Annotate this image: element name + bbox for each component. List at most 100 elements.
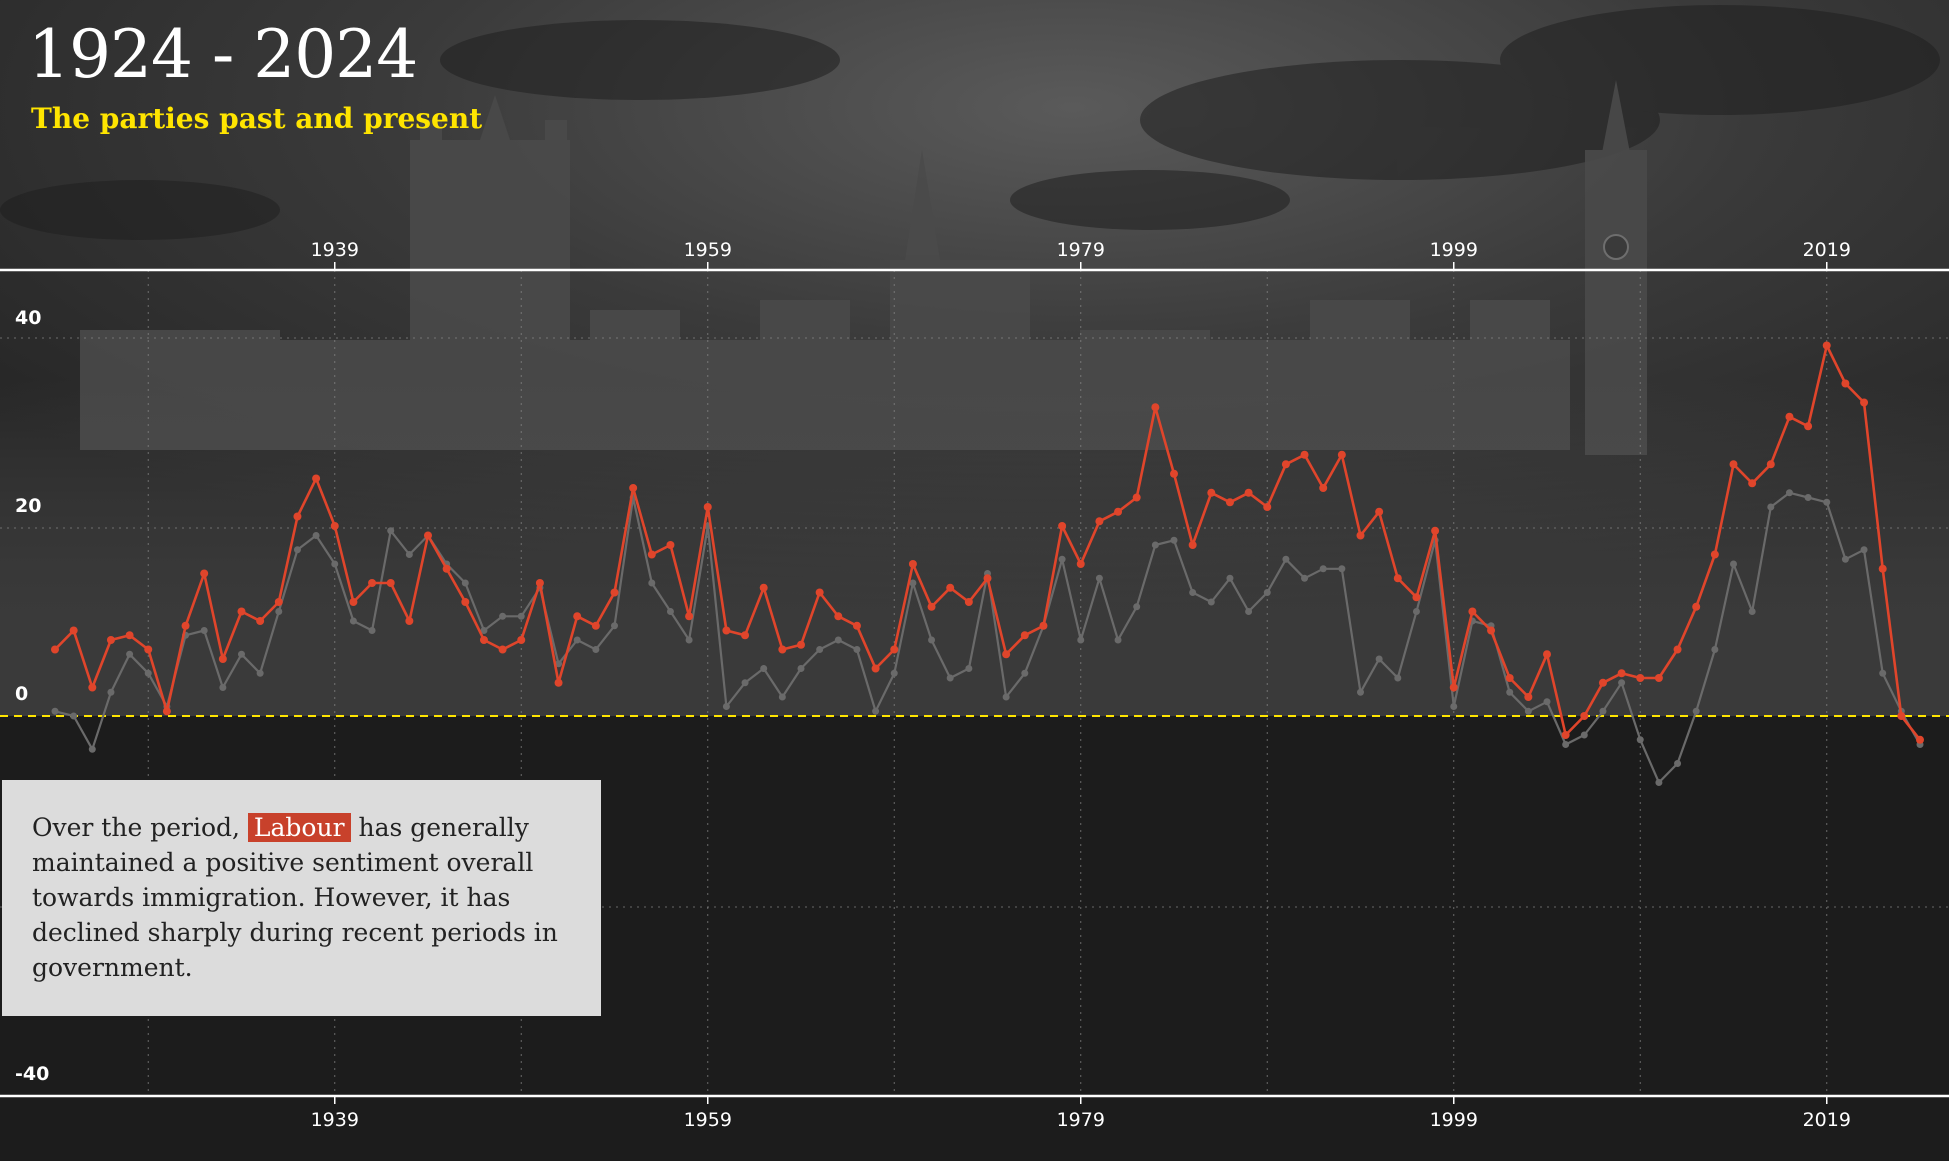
overall-point [88, 745, 96, 753]
overall-point [1189, 589, 1197, 596]
x-tick-label-top: 1999 [1430, 239, 1478, 261]
labour-point [1281, 460, 1290, 469]
chart-subtitle: The parties past and present [31, 102, 483, 135]
labour-point [1095, 517, 1104, 526]
labour-point [852, 621, 861, 630]
labour-point [1617, 669, 1626, 678]
labour-point [1319, 484, 1328, 492]
axes: 1939 1939 1959 1959 1979 1979 1999 1999 2019 2019… [0, 239, 1949, 1131]
labour-point [983, 574, 992, 583]
haze-overlay [0, 380, 1949, 716]
labour-point [1598, 678, 1607, 687]
chart-title: 1924 - 2024 [28, 16, 418, 93]
labour-point [815, 588, 824, 597]
labour-point [1916, 735, 1924, 744]
labour-point [1170, 469, 1178, 478]
labour-point [685, 612, 694, 621]
overall-point [685, 636, 693, 644]
y-tick-label: 40 [15, 307, 41, 329]
labour-point [647, 550, 656, 559]
labour-point [1412, 593, 1421, 602]
caption-text-start: Over the period, [32, 813, 248, 842]
overall-point [1823, 498, 1831, 506]
overall-point [1133, 603, 1141, 611]
labour-point [1487, 626, 1496, 635]
overall-point [909, 579, 917, 587]
labour-point [1729, 460, 1738, 469]
labour-point [890, 645, 899, 654]
overall-point [387, 527, 395, 535]
labour-point [1337, 450, 1346, 459]
overall-point [555, 660, 563, 668]
overall-point [331, 560, 339, 568]
overall-point [1301, 574, 1309, 582]
overall-point [368, 627, 376, 634]
overall-point [405, 551, 413, 558]
labour-point [181, 621, 190, 630]
labour-point [591, 621, 600, 630]
labour-point [1561, 731, 1570, 739]
labour-point [964, 598, 973, 606]
labour-point [1375, 507, 1384, 516]
labour-point [1636, 674, 1645, 682]
labour-point [1692, 602, 1701, 611]
overall-point [760, 665, 768, 672]
overall-point [51, 707, 59, 715]
x-tick-label-bottom: 2019 [1803, 1109, 1851, 1131]
labour-point [1505, 674, 1514, 682]
labour-point [1543, 650, 1551, 659]
overall-point [1860, 546, 1868, 554]
labour-point [1878, 564, 1887, 573]
labour-point [479, 636, 488, 644]
overall-point [517, 612, 525, 620]
overall-point [349, 617, 357, 625]
overall-point [1412, 608, 1420, 615]
overall-point [70, 712, 78, 720]
labour-point [1766, 460, 1775, 469]
caption-box: Over the period, Labour has generally ma… [2, 780, 601, 1016]
overall-point [1599, 707, 1607, 715]
overall-point [1879, 669, 1887, 677]
labour-point [293, 512, 302, 521]
labour-point [386, 579, 395, 587]
x-tick-label-top: 1939 [311, 239, 359, 261]
labour-point [1132, 493, 1141, 502]
x-tick-label-top: 2019 [1803, 239, 1851, 261]
overall-point [1450, 703, 1458, 710]
overall-point [928, 636, 936, 644]
labour-series [51, 341, 1924, 744]
labour-point [1151, 403, 1160, 412]
labour-point [218, 655, 227, 663]
labour-point [908, 560, 917, 568]
labour-point [125, 631, 134, 640]
overall-point [1580, 731, 1588, 739]
y-tick-label: -40 [15, 1063, 49, 1085]
labour-point [88, 683, 97, 692]
overall-point [1767, 503, 1775, 511]
overall-series [51, 489, 1924, 786]
overall-point [107, 688, 115, 696]
labour-point [1897, 712, 1906, 720]
labour-point [405, 617, 414, 625]
overall-point [1804, 494, 1812, 501]
labour-point [1841, 379, 1850, 388]
overall-point [1282, 555, 1290, 563]
overall-point [238, 650, 245, 658]
cloud-shapes [0, 5, 1940, 240]
labour-point [759, 583, 768, 592]
labour-point [1822, 341, 1831, 350]
overall-point [1058, 555, 1066, 563]
labour-point [69, 626, 78, 635]
overall-point [890, 669, 898, 677]
overall-point [1338, 565, 1346, 573]
labour-point [1058, 522, 1067, 530]
labour-point [666, 541, 675, 549]
labour-point [1449, 683, 1458, 692]
labour-point [1002, 650, 1011, 659]
overall-point [256, 669, 264, 677]
overall-point [1095, 574, 1103, 582]
labour-point [629, 484, 638, 492]
labour-point [162, 707, 171, 716]
labour-point [442, 564, 451, 573]
